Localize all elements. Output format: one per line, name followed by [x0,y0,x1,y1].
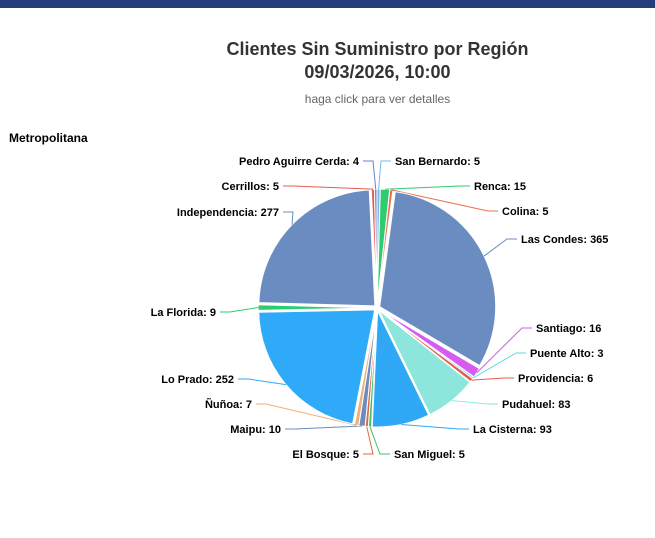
data-label[interactable]: Colina: 5 [502,206,548,218]
connector-line [471,377,514,381]
connector-line [220,307,259,313]
data-label[interactable]: Independencia: 277 [177,207,279,219]
connector-line [384,185,470,190]
data-label[interactable]: Las Condes: 365 [521,234,608,246]
data-label[interactable]: Renca: 15 [474,181,526,193]
data-label[interactable]: Puente Alto: 3 [530,348,604,360]
connector-line [238,378,287,386]
connector-line [378,160,391,190]
data-label[interactable]: El Bosque: 5 [292,449,359,461]
chart-title-line1: Clientes Sin Suministro por Región [226,39,529,59]
connector-line [283,185,373,190]
data-label[interactable]: Cerrillos: 5 [222,181,279,193]
region-label: Metropolitana [9,131,88,145]
data-label[interactable]: Santiago: 16 [536,323,601,335]
data-label[interactable]: La Cisterna: 93 [473,424,552,436]
data-label[interactable]: Ñuñoa: 7 [205,398,252,411]
data-label[interactable]: Pudahuel: 83 [502,399,570,411]
pie-slice-independencia[interactable] [258,189,376,307]
connector-line [256,403,357,426]
chart-subtitle: haga click para ver detalles [304,92,451,106]
data-label[interactable]: San Bernardo: 5 [395,156,480,168]
connector-line [401,424,469,430]
connector-line [283,211,294,225]
data-label[interactable]: Lo Prado: 252 [161,374,234,386]
top-bar [0,0,655,8]
data-label[interactable]: La Florida: 9 [151,307,216,319]
connector-line [476,327,532,374]
data-label[interactable]: Providencia: 6 [518,373,593,385]
connector-line [363,160,377,190]
connector-line [391,189,498,212]
connector-line [369,426,390,455]
data-label[interactable]: Maipu: 10 [230,424,281,436]
connector-line [451,400,498,405]
pie-slice-la-florida[interactable] [257,304,375,311]
chart-title-line2: 09/03/2026, 10:00 [304,62,451,82]
chart-title: Clientes Sin Suministro por Región 09/03… [120,38,635,84]
connector-line [473,352,526,379]
pie-slice-la-cisterna[interactable] [371,310,430,428]
connector-line [483,238,517,257]
pie-slice-pedro-aguirre-cerda[interactable] [373,188,378,306]
connector-line [363,426,374,455]
data-label[interactable]: Pedro Aguirre Cerda: 4 [239,156,360,168]
connector-line [285,425,362,430]
data-label[interactable]: San Miguel: 5 [394,449,465,461]
pie-slice-providencia[interactable] [379,309,474,383]
pie-slice-lo-prado[interactable] [258,309,376,425]
